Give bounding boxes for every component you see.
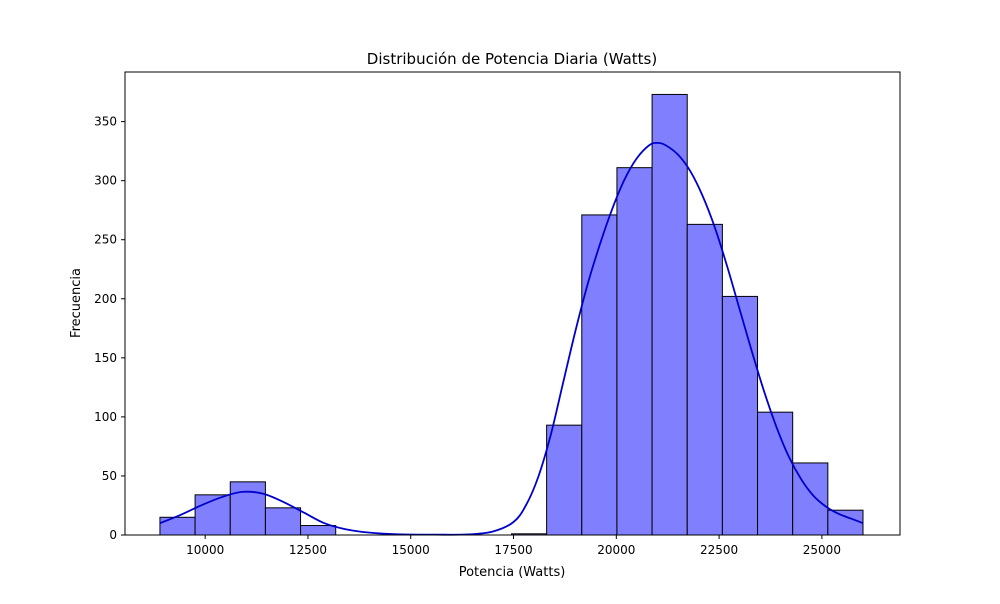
y-tick-label: 50 (102, 469, 117, 483)
plot-frame (124, 71, 901, 536)
y-tick-label: 300 (94, 174, 117, 188)
y-tick-label: 200 (94, 292, 117, 306)
histogram-bar (721, 295, 759, 536)
x-tick-label: 10000 (186, 543, 224, 557)
y-tick-label: 100 (94, 410, 117, 424)
histogram-bar (686, 223, 723, 536)
y-tick-label: 350 (94, 115, 117, 129)
x-tick-label: 17500 (494, 543, 532, 557)
y-tick-label: 250 (94, 233, 117, 247)
histogram-bar (792, 462, 829, 536)
chart-title: Distribución de Potencia Diaria (Watts) (367, 50, 657, 68)
y-tick-label: 150 (94, 351, 117, 365)
x-tick-label: 22500 (700, 543, 738, 557)
x-tick-label: 20000 (597, 543, 635, 557)
x-axis-label: Potencia (Watts) (459, 565, 566, 580)
histogram-bar (300, 525, 337, 536)
x-tick-label: 15000 (392, 543, 430, 557)
histogram-bar (546, 424, 583, 536)
histogram-bar (159, 516, 196, 536)
kde-curve (159, 141, 864, 536)
y-axis-label: Frecuencia (69, 268, 84, 338)
histogram-bar (264, 507, 302, 536)
y-tick-label: 0 (109, 528, 117, 542)
histogram-bar (757, 411, 794, 536)
x-tick-label: 12500 (289, 543, 327, 557)
histogram-bar (581, 214, 618, 536)
histogram-bar (229, 481, 266, 536)
histogram-bar (616, 167, 653, 536)
x-tick-label: 25000 (803, 543, 841, 557)
histogram-bar (827, 509, 864, 536)
